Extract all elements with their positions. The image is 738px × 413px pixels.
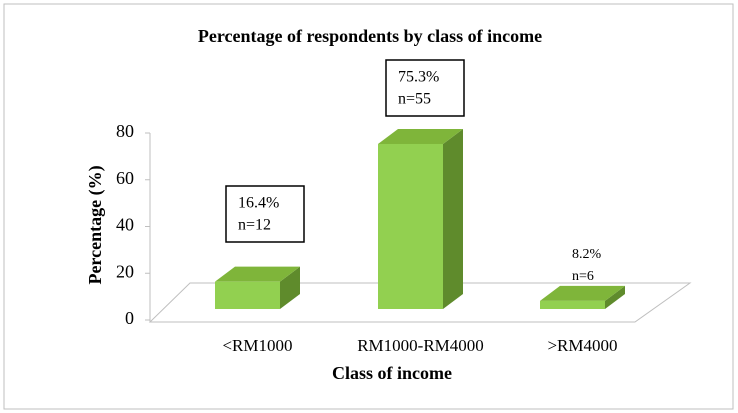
count-label: n=6 bbox=[572, 269, 594, 284]
value-label: 16.4% bbox=[238, 195, 279, 212]
x-tick-label: RM1000-RM4000 bbox=[357, 336, 484, 355]
count-label: n=55 bbox=[398, 91, 431, 108]
bar-side bbox=[443, 128, 463, 309]
bar-top bbox=[215, 266, 300, 282]
label-box bbox=[385, 59, 465, 117]
chart-title: Percentage of respondents by class of in… bbox=[198, 26, 542, 46]
floor bbox=[148, 282, 692, 323]
bar-top bbox=[540, 285, 625, 301]
bar-top bbox=[378, 128, 463, 144]
y-tick-label: 20 bbox=[116, 261, 134, 281]
value-label: 8.2% bbox=[572, 247, 602, 262]
bar bbox=[540, 285, 625, 309]
x-axis-title: Class of income bbox=[332, 363, 452, 383]
chart-frame bbox=[3, 3, 734, 410]
y-tick-label: 80 bbox=[116, 121, 134, 141]
bar-front bbox=[540, 300, 605, 309]
y-tick-label: 60 bbox=[116, 168, 134, 188]
y-tick-label: 0 bbox=[125, 308, 134, 328]
value-label: 75.3% bbox=[398, 69, 439, 86]
x-tick-label: >RM4000 bbox=[547, 336, 617, 355]
bar-front bbox=[378, 143, 443, 309]
count-label: n=12 bbox=[238, 217, 271, 234]
bar bbox=[378, 128, 463, 309]
y-tick-label: 40 bbox=[116, 215, 134, 235]
y-axis-title: Percentage (%) bbox=[85, 165, 106, 284]
bar-front bbox=[215, 281, 280, 309]
x-tick-label: <RM1000 bbox=[222, 336, 292, 355]
label-box bbox=[225, 185, 305, 243]
bar-side bbox=[605, 285, 625, 309]
bar-side bbox=[280, 266, 300, 309]
bar bbox=[215, 266, 300, 309]
